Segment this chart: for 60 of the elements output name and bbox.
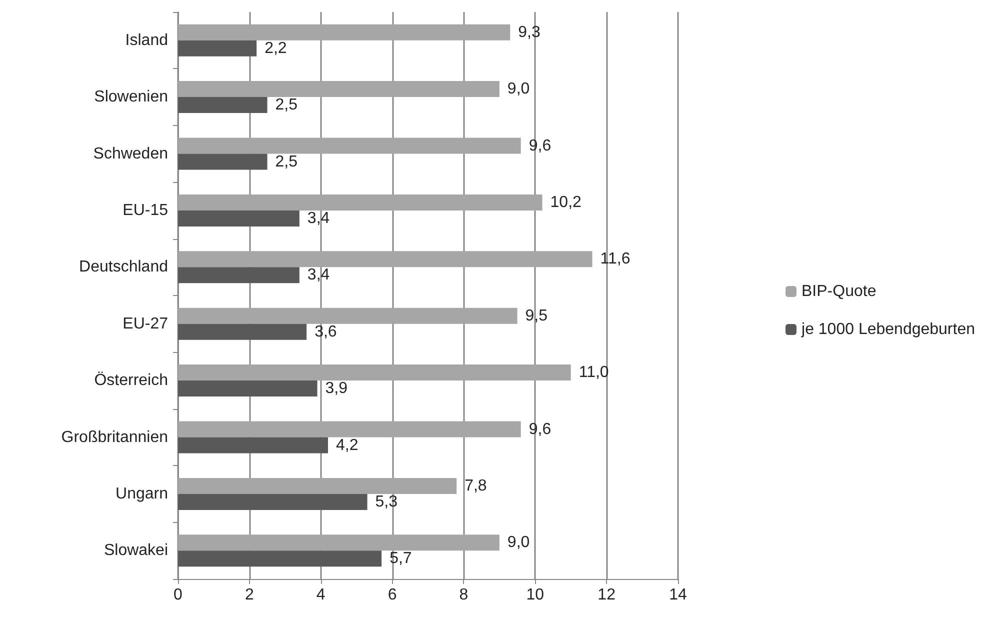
data-label: 9,0	[507, 80, 530, 98]
x-tick-label: 14	[669, 586, 687, 604]
bar	[178, 194, 542, 210]
x-tick-label: 0	[174, 586, 183, 604]
bar	[178, 550, 382, 567]
data-label: 2,5	[275, 96, 298, 114]
x-tick-label: 6	[388, 586, 397, 604]
bar	[178, 421, 521, 438]
bar	[178, 154, 268, 170]
bar	[178, 534, 500, 551]
bar	[178, 364, 571, 381]
data-label: 9,3	[518, 24, 540, 41]
y-tick-label: Island	[125, 32, 168, 49]
y-tick-label: Deutschland	[79, 258, 168, 276]
bar	[178, 267, 300, 284]
legend-label: BIP-Quote	[802, 283, 876, 300]
y-tick-label: EU-15	[122, 202, 168, 219]
data-label: 3,4	[307, 210, 330, 227]
data-label: 9,6	[528, 137, 552, 154]
x-tick-label: 2	[244, 586, 254, 604]
bar	[178, 251, 592, 268]
y-tick-label: EU-27	[122, 315, 168, 332]
bar	[178, 437, 328, 454]
data-label: 2,2	[264, 40, 287, 57]
data-label: 5,7	[390, 550, 412, 568]
data-label: 3,9	[325, 380, 348, 398]
data-label: 11,0	[578, 364, 609, 382]
data-label: 7,8	[464, 477, 487, 494]
data-label: 10,2	[550, 194, 582, 211]
bar	[178, 81, 500, 98]
legend-label: je 1000 Lebendgeburten	[800, 321, 976, 338]
x-tick-label: 8	[459, 586, 468, 604]
data-label: 4,2	[336, 436, 358, 454]
data-label: 2,5	[275, 153, 298, 170]
data-label: 5,3	[375, 493, 398, 510]
data-label: 3,6	[314, 323, 337, 340]
y-tick-label: Schweden	[93, 145, 168, 162]
bar	[178, 138, 521, 154]
y-tick-label: Slowakei	[104, 542, 168, 560]
y-tick-label: Slowenien	[94, 88, 168, 106]
bar	[178, 24, 510, 40]
bar	[178, 210, 300, 226]
y-tick-label: Großbritannien	[61, 428, 168, 446]
x-tick-label: 10	[526, 586, 544, 604]
data-label: 9,0	[507, 534, 530, 552]
bar	[178, 324, 307, 340]
bar	[178, 308, 518, 324]
bar	[178, 478, 457, 494]
data-label: 9,6	[528, 420, 552, 438]
y-tick-label: Ungarn	[116, 485, 168, 502]
bar	[178, 380, 318, 397]
x-tick-label: 4	[316, 586, 326, 604]
bar	[178, 97, 268, 114]
data-label: 3,4	[307, 266, 330, 284]
data-label: 9,5	[525, 307, 548, 324]
bar	[178, 494, 368, 510]
y-tick-label: Österreich	[94, 371, 168, 390]
x-tick-label: 12	[598, 586, 616, 604]
bar	[178, 40, 257, 56]
data-label: 11,6	[600, 250, 630, 268]
